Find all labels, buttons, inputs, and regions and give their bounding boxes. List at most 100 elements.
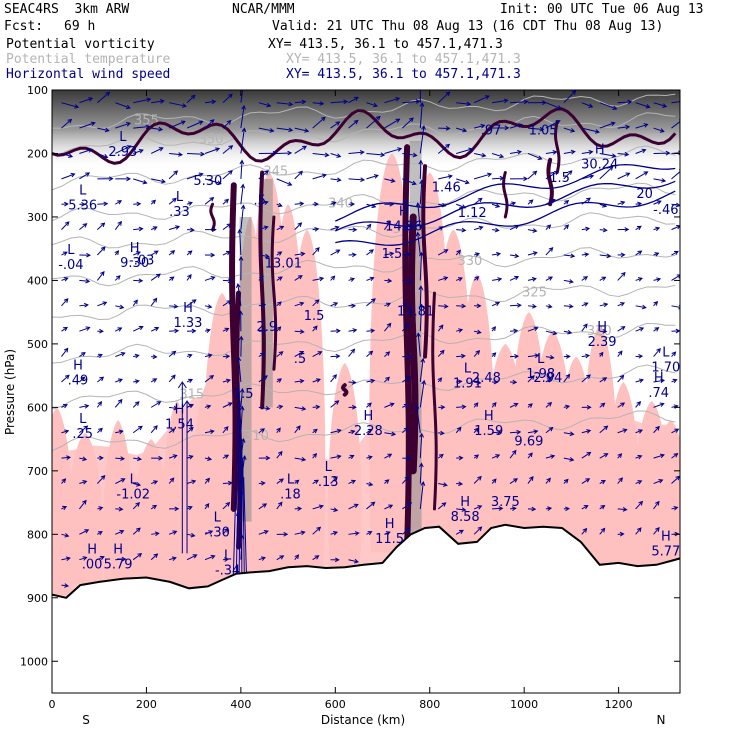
wind-vector: [384, 351, 390, 357]
wind-vector-head: [294, 554, 300, 560]
wind-vector: [96, 401, 102, 408]
wind-vector: [599, 254, 611, 257]
wind-vector: [545, 102, 562, 110]
wind-vector: [366, 298, 376, 307]
wind-vector: [133, 126, 150, 129]
wind-vector-head: [170, 428, 176, 433]
wind-vector-head: [405, 527, 411, 532]
wind-vector: [294, 406, 306, 410]
wind-vector: [653, 379, 665, 383]
wind-vector: [473, 197, 483, 205]
wind-vector-head: [97, 353, 103, 359]
wind-vector-head: [224, 327, 230, 333]
wind-vector: [114, 275, 121, 281]
wind-vector: [473, 505, 482, 510]
wind-vector: [132, 326, 144, 332]
wind-vector-head: [583, 505, 589, 510]
wind-vector: [581, 127, 600, 133]
wind-vector-head: [187, 274, 192, 279]
wind-vector-head: [386, 322, 392, 328]
wind-vector-head: [302, 145, 307, 151]
wind-vector-head: [523, 176, 529, 182]
wind-vector-head: [283, 531, 289, 537]
wind-vector: [527, 199, 534, 205]
pv-streak-contour: [209, 202, 216, 232]
wind-vector-head: [235, 283, 241, 288]
wind-vector-head: [64, 583, 70, 588]
wind-vector-head: [279, 555, 285, 560]
extremum-value-label: 1.12: [458, 206, 487, 221]
wind-vector-head: [288, 101, 294, 107]
wind-vector: [150, 273, 161, 281]
wind-vector-head: [384, 479, 390, 484]
theta-contour-label: 340: [328, 196, 353, 211]
wind-vector: [455, 529, 464, 535]
wind-vector: [240, 388, 243, 408]
wind-vector: [384, 221, 391, 230]
wind-vector: [509, 450, 517, 459]
wind-vector: [204, 530, 213, 535]
wind-vector-head: [516, 429, 522, 435]
wind-vector: [115, 478, 125, 484]
wind-vector-head: [126, 145, 132, 150]
wind-vector: [276, 102, 293, 105]
extremum-value-label: 9.69: [514, 434, 543, 449]
y-tick-label: 800: [27, 528, 48, 541]
wind-vector-head: [474, 276, 480, 281]
wind-vector: [545, 330, 557, 335]
wind-vector-head: [239, 159, 245, 165]
extremum-type-label: L: [130, 473, 138, 488]
wind-vector: [258, 557, 266, 561]
wind-vector-head: [514, 353, 520, 359]
extremum-value-label: .49: [68, 373, 89, 388]
wind-vector: [150, 401, 161, 408]
wind-vector-head: [460, 353, 466, 359]
wind-vector: [492, 431, 501, 434]
wind-vector: [438, 305, 448, 308]
wind-vector-head: [336, 328, 341, 334]
wind-vector-head: [188, 455, 194, 460]
extremum-value-label: -1.02: [116, 488, 150, 503]
extremum-value-label: 1.54: [165, 418, 194, 433]
wind-vector: [330, 400, 339, 408]
wind-vector-head: [643, 171, 649, 176]
wind-vector: [222, 199, 229, 205]
wind-vector: [581, 302, 588, 307]
wind-vector: [456, 178, 469, 184]
wind-vector-head: [458, 328, 464, 333]
wind-vector-head: [602, 377, 608, 382]
wind-vector-head: [370, 378, 376, 384]
wind-vector: [258, 375, 268, 383]
theta-contour-label: 345: [263, 165, 288, 180]
wind-vector-head: [260, 352, 266, 358]
wind-vector: [545, 151, 557, 154]
wind-vector-head: [64, 221, 70, 226]
extremum-value-label: -.30: [205, 526, 230, 541]
wind-vector-head: [497, 277, 503, 282]
wind-vector: [509, 225, 519, 231]
wind-vector: [635, 429, 643, 434]
wind-vector-head: [238, 310, 244, 316]
wind-vector-head: [533, 429, 539, 434]
wind-vector-head: [238, 335, 244, 341]
wind-vector: [61, 298, 69, 307]
wind-vector: [168, 170, 178, 180]
wind-vector: [456, 508, 466, 511]
wind-vector-head: [158, 147, 164, 152]
wind-vector: [366, 249, 374, 256]
wind-vector-head: [498, 506, 504, 511]
wind-vector: [635, 327, 644, 332]
wind-vector: [151, 532, 159, 535]
wind-vector-head: [314, 479, 319, 485]
wind-vector: [150, 147, 164, 154]
wind-vector-head: [602, 227, 608, 233]
wind-vector: [527, 229, 537, 232]
wind-vector-head: [207, 456, 213, 462]
wind-vector-head: [87, 148, 93, 153]
wind-vector: [330, 374, 337, 383]
wind-vector: [276, 178, 292, 186]
wind-vector: [384, 504, 393, 510]
wind-vector-head: [496, 429, 502, 435]
wind-vector-head: [145, 124, 151, 130]
wind-vector: [581, 505, 588, 510]
